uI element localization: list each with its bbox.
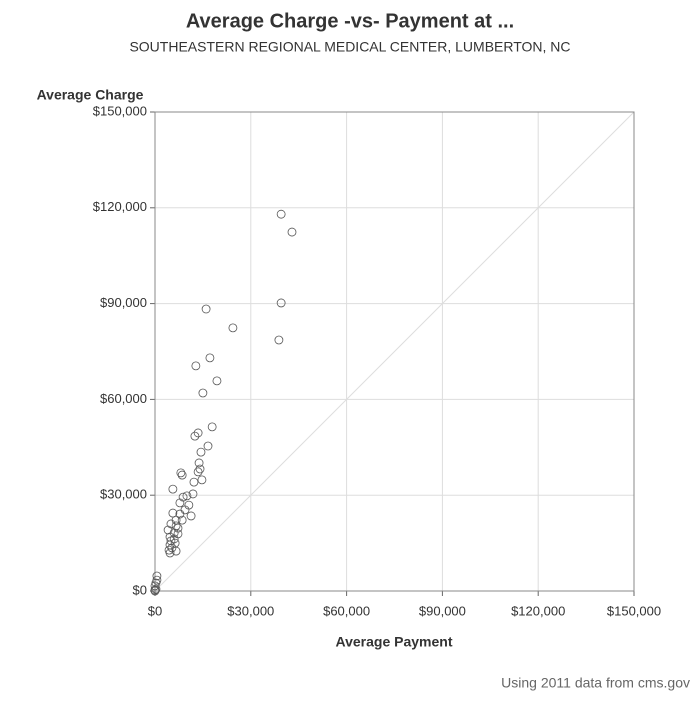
chart-subtitle: SOUTHEASTERN REGIONAL MEDICAL CENTER, LU… — [129, 39, 570, 55]
point — [228, 323, 238, 333]
x-axis-label: Average Payment — [336, 634, 453, 650]
point — [287, 227, 297, 237]
x-tick-label: $30,000 — [227, 603, 274, 618]
point — [186, 511, 196, 521]
x-tick-label: $90,000 — [419, 603, 466, 618]
point — [182, 491, 192, 501]
y-tick-label: $90,000 — [100, 295, 147, 310]
point — [212, 376, 222, 386]
point — [193, 428, 203, 438]
point — [193, 467, 203, 477]
point — [165, 548, 175, 558]
point — [150, 585, 160, 595]
point — [207, 422, 217, 432]
x-tick-label: $60,000 — [323, 603, 370, 618]
point — [276, 209, 286, 219]
point — [175, 498, 185, 508]
point — [166, 519, 176, 529]
y-tick-label: $30,000 — [100, 487, 147, 502]
point — [188, 489, 198, 499]
point — [194, 458, 204, 468]
x-tick-label: $120,000 — [511, 603, 565, 618]
point — [203, 441, 213, 451]
point — [191, 361, 201, 371]
point — [196, 447, 206, 457]
point — [177, 470, 187, 480]
point — [276, 298, 286, 308]
y-tick-label: $120,000 — [93, 199, 147, 214]
chart-title: Average Charge -vs- Payment at ... — [186, 10, 514, 32]
point — [177, 515, 187, 525]
x-tick-label: $150,000 — [607, 603, 661, 618]
point — [150, 581, 160, 591]
point — [176, 468, 186, 478]
y-tick-label: $60,000 — [100, 391, 147, 406]
point — [166, 536, 176, 546]
point — [171, 521, 181, 531]
footnote: Using 2011 data from cms.gov — [501, 675, 690, 691]
point — [201, 304, 211, 314]
point — [197, 475, 207, 485]
reference-line — [154, 111, 635, 592]
plot-frame — [154, 111, 635, 592]
point — [190, 431, 200, 441]
y-tick-label: $150,000 — [93, 103, 147, 118]
point — [171, 546, 181, 556]
point — [205, 353, 215, 363]
point — [151, 584, 161, 594]
point — [195, 464, 205, 474]
point — [274, 335, 284, 345]
point — [163, 525, 173, 535]
y-tick-label: $0 — [133, 582, 147, 597]
point — [198, 388, 208, 398]
point — [152, 571, 162, 581]
x-tick-label: $0 — [148, 603, 162, 618]
y-axis-label: Average Charge — [37, 87, 144, 103]
point — [168, 484, 178, 494]
point — [178, 492, 188, 502]
point — [189, 477, 199, 487]
